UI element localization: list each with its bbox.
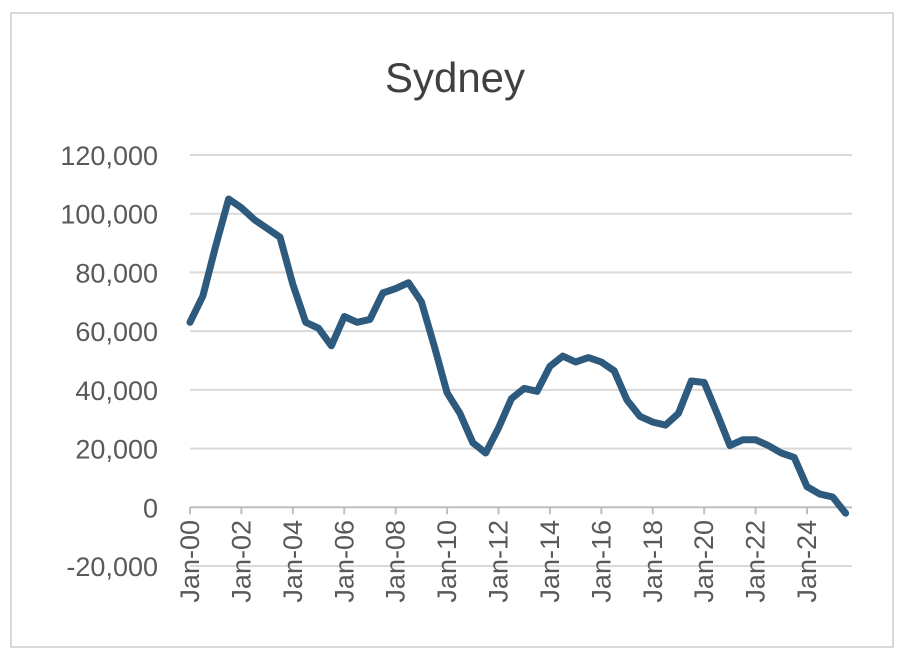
x-tick-label: Jan-12 [484, 520, 514, 603]
x-tick-label: Jan-16 [586, 520, 616, 603]
y-tick-label: 20,000 [75, 435, 158, 465]
y-tick-label: 100,000 [60, 200, 158, 230]
y-tick-label: 0 [143, 493, 158, 523]
x-axis-ticks: Jan-00 Jan-02 Jan-04 Jan-06 Jan-08 Jan-10 Jan-… [175, 507, 822, 603]
series-line [186, 195, 850, 517]
y-tick-label: 120,000 [60, 141, 158, 171]
y-tick-label: 80,000 [75, 258, 158, 288]
x-tick-label: Jan-04 [278, 520, 308, 603]
gridlines [190, 154, 852, 567]
x-tick-label: Jan-20 [689, 520, 719, 603]
chart-title: Sydney [385, 54, 525, 101]
chart-frame [10, 12, 894, 648]
x-tick-label: Jan-02 [226, 520, 256, 603]
x-tick-label: Jan-06 [329, 520, 359, 603]
y-axis-ticks: -20,000 0 20,000 40,000 60,000 80,000 100,000 1… [60, 141, 158, 582]
y-tick-label: -20,000 [66, 552, 158, 582]
x-tick-label: Jan-24 [792, 520, 822, 603]
x-tick-label: Jan-08 [381, 520, 411, 603]
series-layer [186, 195, 850, 517]
x-tick-label: Jan-18 [638, 520, 668, 603]
x-tick-label: Jan-00 [175, 520, 205, 603]
y-tick-label: 60,000 [75, 317, 158, 347]
y-tick-label: 40,000 [75, 376, 158, 406]
x-tick-label: Jan-14 [535, 520, 565, 603]
x-tick-label: Jan-22 [741, 520, 771, 603]
x-tick-label: Jan-10 [432, 520, 462, 603]
